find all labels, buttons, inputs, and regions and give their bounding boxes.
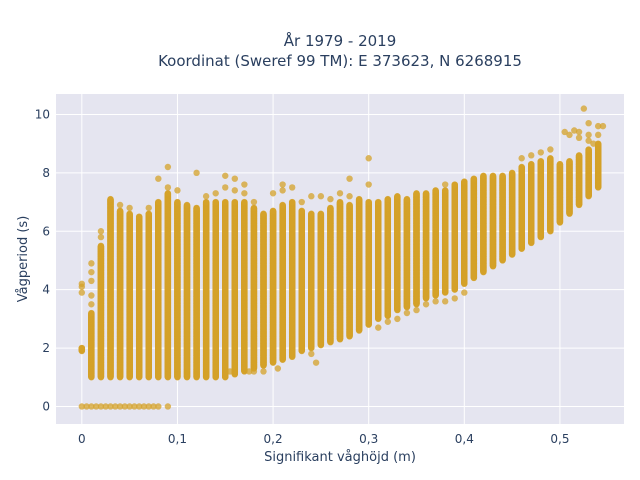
data-point: [164, 403, 172, 410]
data-point: [155, 198, 162, 206]
data-point: [107, 195, 114, 203]
data-point: [78, 280, 86, 288]
data-point: [155, 175, 162, 182]
data-point: [88, 268, 95, 276]
data-point: [126, 204, 133, 212]
data-point: [164, 190, 172, 197]
data-point: [88, 301, 95, 308]
data-point: [88, 277, 95, 285]
data-point: [145, 204, 152, 212]
data-point: [164, 184, 172, 191]
data-point: [97, 228, 105, 235]
title-line-1: År 1979 - 2019: [284, 31, 397, 50]
data-point: [97, 233, 105, 241]
data-point: [135, 213, 143, 220]
data-point: [97, 242, 105, 250]
data-point: [97, 403, 105, 410]
data-point: [88, 292, 95, 299]
data-point: [116, 207, 124, 215]
chart-title: År 1979 - 2019 Koordinat (Sweref 99 TM):…: [158, 31, 522, 70]
data-point: [164, 163, 172, 171]
data-point: [78, 289, 86, 296]
data-point: [88, 260, 95, 267]
data-point: [78, 344, 86, 352]
data-point: [88, 403, 95, 410]
data-point: [116, 201, 124, 209]
data-points: [78, 105, 607, 410]
data-point: [126, 210, 133, 217]
data-point: [78, 403, 86, 410]
title-line-2: Koordinat (Sweref 99 TM): E 373623, N 62…: [158, 52, 522, 70]
data-point: [145, 210, 152, 217]
data-point: [88, 309, 95, 317]
